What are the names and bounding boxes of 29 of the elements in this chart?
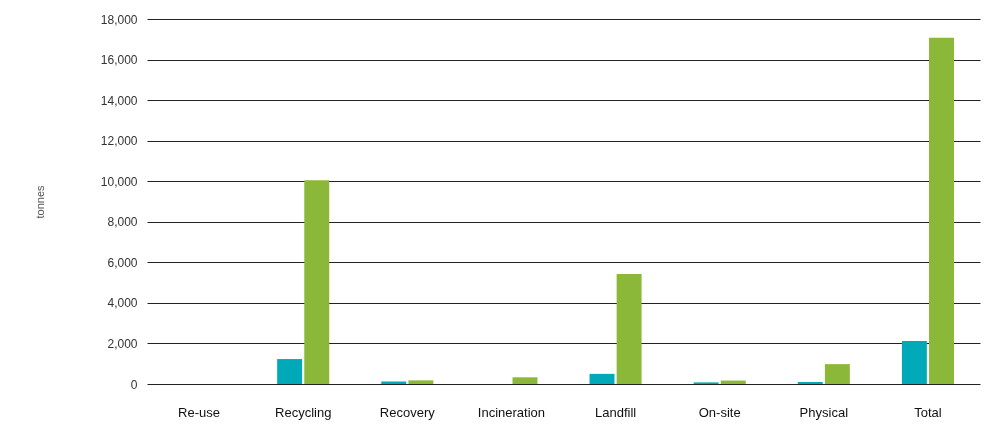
bar xyxy=(304,180,330,384)
bar xyxy=(277,359,303,384)
bar xyxy=(616,274,642,384)
x-tick-label: Total xyxy=(914,404,942,420)
y-tick-label: 2,000 xyxy=(107,336,138,351)
bar xyxy=(512,377,538,384)
bar xyxy=(797,381,823,384)
y-tick-label: 4,000 xyxy=(107,296,138,311)
x-tick-label: Re-use xyxy=(178,404,221,420)
y-axis-title: tonnes xyxy=(33,184,46,219)
y-tick-label: 16,000 xyxy=(100,53,138,68)
x-tick-label: On-site xyxy=(698,404,741,420)
y-tick-label: 10,000 xyxy=(100,174,138,189)
bar xyxy=(901,341,927,384)
y-tick-label: 6,000 xyxy=(107,255,138,270)
x-tick-label: Incineration xyxy=(477,404,546,420)
x-tick-label: Recovery xyxy=(379,404,436,420)
x-tick-label: Landfill xyxy=(594,404,637,420)
bar xyxy=(929,37,954,384)
y-tick-label: 8,000 xyxy=(107,215,138,230)
bar xyxy=(408,380,434,384)
y-tick-label: 12,000 xyxy=(100,134,138,149)
bar xyxy=(824,364,850,384)
y-tick-label: 14,000 xyxy=(100,93,138,108)
x-tick-label: Physical xyxy=(799,404,849,420)
y-tick-label: 0 xyxy=(130,377,138,392)
bar xyxy=(589,373,615,384)
y-tick-label: 18,000 xyxy=(100,12,138,27)
x-tick-label: Recycling xyxy=(275,404,332,420)
